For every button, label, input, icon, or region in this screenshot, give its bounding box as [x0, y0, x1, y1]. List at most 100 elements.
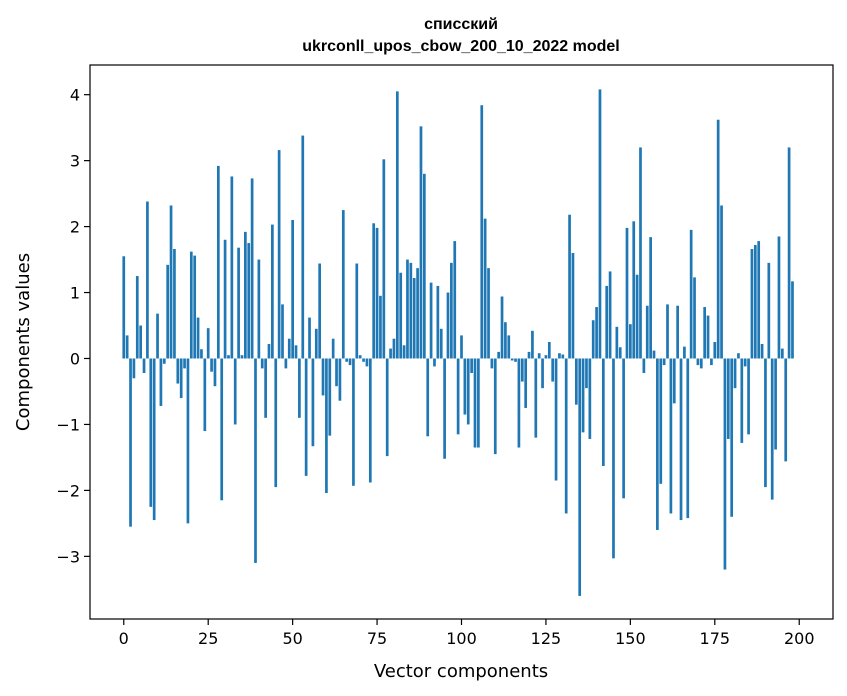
bar — [696, 358, 700, 366]
bar — [669, 358, 673, 514]
bar — [720, 205, 723, 359]
bar — [281, 304, 284, 359]
bar — [632, 221, 636, 359]
bar — [149, 358, 153, 507]
bar — [200, 349, 203, 359]
bar — [480, 105, 484, 359]
bar — [527, 351, 531, 359]
bar — [429, 282, 433, 359]
bar — [294, 345, 298, 359]
bar — [254, 358, 257, 563]
y-tick-label: 4 — [70, 86, 80, 105]
bar — [612, 358, 615, 559]
y-tick-label: 1 — [70, 284, 80, 303]
bar — [642, 358, 646, 373]
x-tick-label: 125 — [531, 629, 562, 648]
bar — [406, 259, 409, 359]
bar — [595, 307, 598, 359]
bar — [750, 249, 754, 359]
x-tick-label: 25 — [198, 629, 218, 648]
bar — [777, 236, 781, 359]
bar — [135, 276, 139, 359]
bar — [662, 358, 666, 366]
bar — [176, 358, 180, 384]
bar — [433, 358, 436, 367]
x-tick-label: 200 — [784, 629, 815, 648]
bar — [368, 358, 372, 483]
x-tick-label: 100 — [446, 629, 477, 648]
bar — [747, 358, 750, 435]
bar — [446, 292, 450, 359]
bar — [693, 277, 696, 359]
bar — [443, 358, 446, 459]
bar — [659, 358, 663, 484]
bar — [416, 268, 419, 359]
bar — [753, 245, 757, 359]
bar — [142, 358, 146, 373]
y-tick-label: −3 — [56, 547, 80, 566]
bar — [308, 317, 311, 359]
x-tick-label: 0 — [119, 629, 129, 648]
bar — [206, 328, 210, 359]
bar — [298, 358, 301, 418]
bar — [780, 348, 784, 359]
bar — [507, 335, 511, 359]
bar — [520, 358, 524, 382]
bar — [574, 358, 578, 405]
bar — [304, 358, 308, 476]
bar-series — [122, 89, 794, 596]
bar — [247, 243, 251, 359]
bar — [561, 354, 565, 359]
bar — [365, 358, 369, 367]
bar — [331, 338, 335, 359]
bar — [591, 320, 595, 359]
bar — [230, 176, 234, 359]
bar — [649, 237, 652, 359]
bar — [473, 358, 477, 448]
bar — [129, 358, 132, 527]
bar — [767, 262, 771, 359]
bar — [517, 358, 521, 448]
bar — [409, 262, 413, 359]
bar — [463, 358, 467, 415]
bar — [271, 224, 274, 359]
bar — [122, 256, 126, 359]
bar — [159, 358, 163, 406]
bar — [355, 263, 359, 359]
bar — [196, 317, 200, 359]
bar — [250, 178, 254, 359]
bar — [706, 315, 710, 359]
bar — [257, 259, 261, 359]
bar — [284, 358, 288, 369]
bar — [770, 358, 774, 500]
bar — [166, 264, 170, 359]
chart-title: списский — [424, 16, 498, 33]
bar — [554, 358, 558, 481]
bar — [666, 304, 669, 359]
bar — [152, 358, 156, 521]
bar — [173, 249, 176, 359]
bar — [423, 173, 426, 359]
bar — [456, 358, 460, 435]
bar — [335, 358, 338, 387]
bar — [325, 358, 328, 494]
bar — [726, 358, 730, 439]
bar — [743, 358, 747, 367]
x-axis-label: Vector components — [374, 661, 548, 682]
bar — [601, 358, 605, 466]
bar — [578, 358, 582, 596]
bar — [493, 358, 497, 455]
bar — [760, 343, 764, 359]
bar — [784, 358, 788, 462]
bar — [125, 335, 129, 359]
bar — [189, 251, 193, 359]
bar — [213, 358, 217, 387]
bar — [223, 239, 227, 359]
bar — [382, 159, 386, 359]
bar — [291, 219, 294, 359]
bar — [514, 358, 517, 362]
bar — [146, 201, 149, 359]
bar — [267, 343, 271, 359]
bar — [764, 358, 767, 488]
